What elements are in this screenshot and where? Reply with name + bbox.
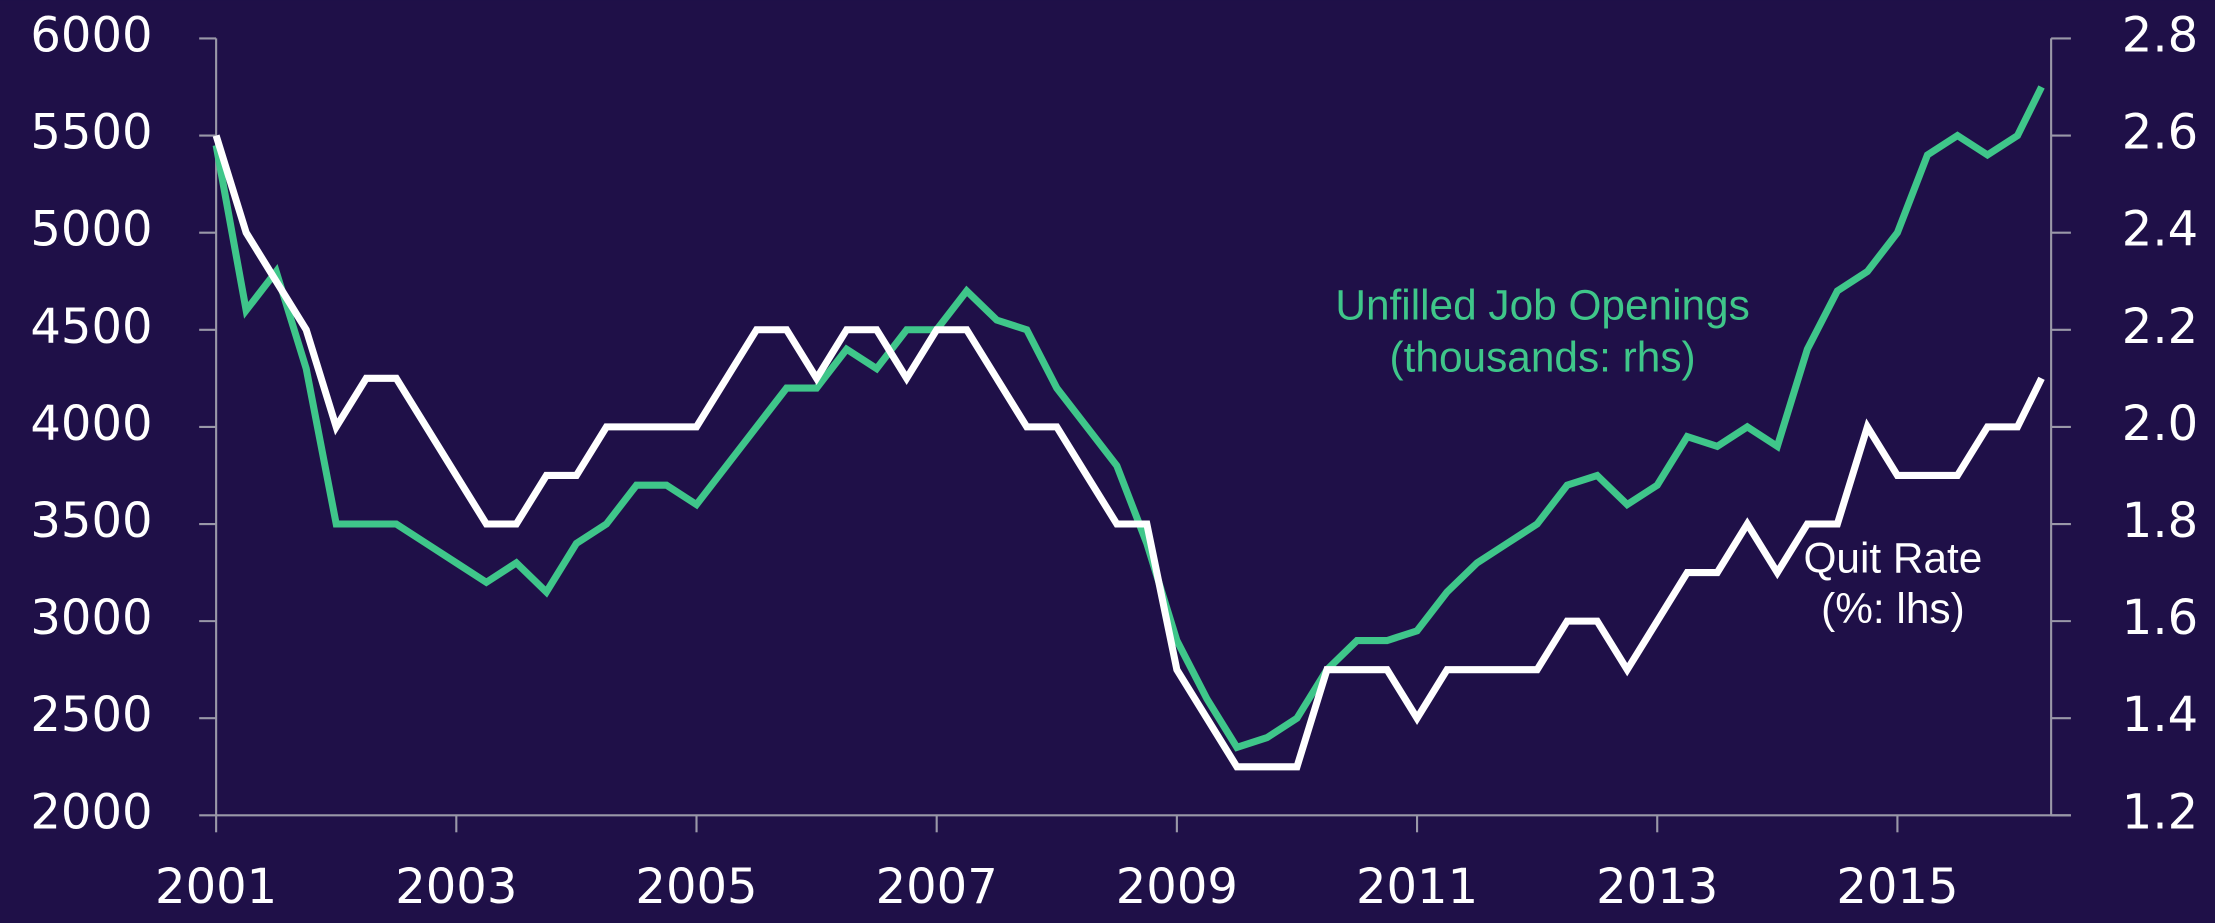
- y-tick-label: 4500: [30, 299, 152, 355]
- x-tick-label: 2003: [395, 859, 517, 915]
- x-tick-label: 2013: [1596, 859, 1718, 915]
- y2-tick-label: 1.8: [2122, 493, 2198, 549]
- y-tick-label: 2000: [30, 784, 152, 840]
- x-tick-label: 2009: [1116, 859, 1238, 915]
- y-tick-label: 5000: [30, 202, 152, 258]
- y2-tick-label: 2.6: [2122, 105, 2198, 161]
- annotation: (thousands: rhs): [1390, 334, 1696, 381]
- y2-tick-label: 1.6: [2122, 590, 2198, 646]
- series-line: [212, 134, 2045, 771]
- x-tick-label: 2011: [1356, 859, 1478, 915]
- y2-tick-label: 2.4: [2122, 202, 2198, 258]
- y-tick-label: 5500: [30, 105, 152, 161]
- y-tick-label: 6000: [30, 7, 152, 63]
- y2-tick-label: 2.8: [2122, 7, 2198, 63]
- y2-tick-label: 2.2: [2122, 299, 2198, 355]
- x-tick-label: 2005: [635, 859, 757, 915]
- annotation: (%: lhs): [1821, 585, 1965, 632]
- y-tick-label: 2500: [30, 687, 152, 743]
- y-tick-label: 3000: [30, 590, 152, 646]
- y2-tick-label: 1.2: [2122, 784, 2198, 840]
- x-tick-label: 2015: [1836, 859, 1958, 915]
- y-tick-label: 4000: [30, 396, 152, 452]
- x-tick-label: 2007: [876, 859, 998, 915]
- x-tick-label: 2001: [155, 859, 277, 915]
- annotation: Quit Rate: [1803, 534, 1982, 581]
- y2-tick-label: 1.4: [2122, 687, 2198, 743]
- series-line: [212, 85, 2045, 752]
- y2-tick-label: 2.0: [2122, 396, 2198, 452]
- y-tick-label: 3500: [30, 493, 152, 549]
- annotation: Unfilled Job Openings: [1335, 281, 1749, 328]
